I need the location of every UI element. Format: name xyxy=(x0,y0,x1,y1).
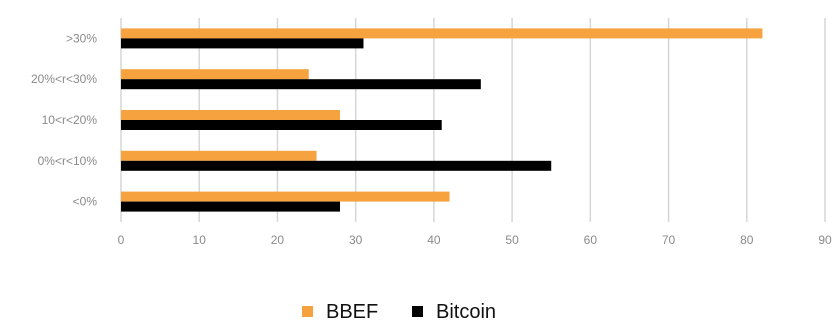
bar-bbef-4 xyxy=(121,191,450,202)
bar-bitcoin-1 xyxy=(121,79,481,90)
bar-bitcoin-2 xyxy=(121,120,442,130)
bar-bitcoin-0 xyxy=(121,38,364,49)
bar-bbef-3 xyxy=(121,150,317,161)
category-label: 0%<r<10% xyxy=(38,154,98,168)
x-tick-label: 90 xyxy=(818,233,832,247)
x-tick-label: 40 xyxy=(427,233,441,247)
legend: BBEF Bitcoin xyxy=(302,301,496,321)
x-tick-label: 20 xyxy=(271,233,285,247)
legend-label-bbef: BBEF xyxy=(326,301,378,321)
bar-bitcoin-4 xyxy=(121,201,341,212)
x-tick-label: 80 xyxy=(740,233,754,247)
x-tick-label: 30 xyxy=(349,233,363,247)
category-label: <0% xyxy=(73,195,98,209)
x-tick-label: 60 xyxy=(584,233,598,247)
bar-bbef-1 xyxy=(121,69,309,80)
legend-swatch-bbef xyxy=(302,306,313,317)
x-tick-label: 10 xyxy=(193,233,207,247)
bar-bbef-2 xyxy=(121,110,341,120)
category-label: >30% xyxy=(66,31,97,45)
x-tick-label: 0 xyxy=(118,233,125,247)
x-tick-label: 70 xyxy=(662,233,676,247)
x-tick-labels: 0 10 20 30 40 50 60 70 80 90 xyxy=(118,233,832,247)
category-label: 10<r<20% xyxy=(42,113,98,127)
category-label: 20%<r<30% xyxy=(31,72,97,86)
bar-bbef-0 xyxy=(121,28,763,39)
category-labels: >30% 20%<r<30% 10<r<20% 0%<r<10% <0% xyxy=(31,31,97,208)
legend-swatch-bitcoin xyxy=(412,306,423,317)
legend-label-bitcoin: Bitcoin xyxy=(436,301,496,321)
bar-bitcoin-3 xyxy=(121,160,552,171)
bars xyxy=(121,28,763,212)
x-tick-label: 50 xyxy=(505,233,519,247)
